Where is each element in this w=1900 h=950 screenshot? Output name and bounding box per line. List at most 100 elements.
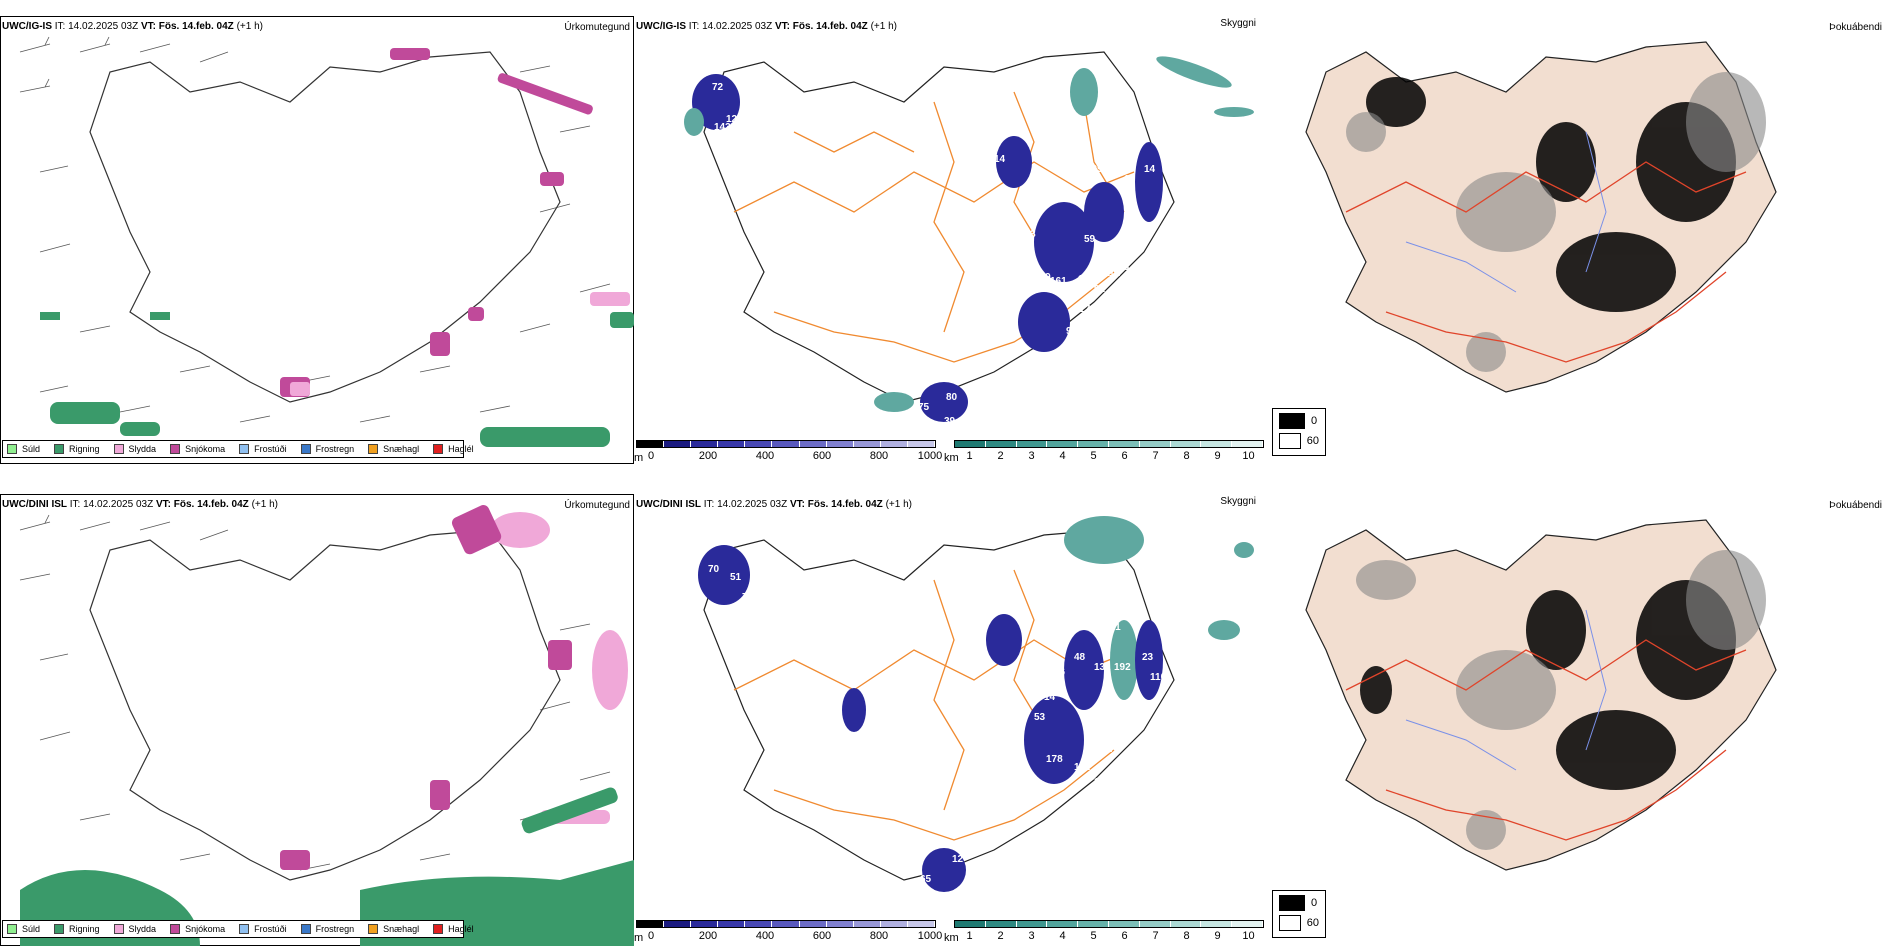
colorbar-segment <box>745 921 773 927</box>
vis-unit: km <box>944 932 959 944</box>
colorbar-tick: 400 <box>755 930 775 942</box>
fog-legend-item: 0 <box>1279 895 1319 911</box>
colorbar-tick: 1 <box>966 450 973 462</box>
colorbar-tick: 0 <box>647 450 655 462</box>
legend-item: Frostúði <box>239 924 287 934</box>
ceiling-label: 72 <box>712 82 724 93</box>
legend-item: Slydda <box>113 924 156 934</box>
colorbar-tick: 5 <box>1090 930 1097 942</box>
fog-legend-item: 60 <box>1279 433 1319 449</box>
colorbar-segment <box>907 921 936 927</box>
ceiling-label: 161 <box>1050 276 1067 287</box>
fog-map <box>1305 41 1777 393</box>
ceiling-label: 112 <box>1104 268 1121 279</box>
colorbar-segment <box>637 441 665 447</box>
legend-item: Haglél <box>433 924 474 934</box>
colorbar-tick: 600 <box>812 450 832 462</box>
legend-item: Snjókoma <box>170 444 225 454</box>
legend-item: Rigning <box>54 924 100 934</box>
ceiling-label: 12 <box>952 854 964 865</box>
legend-swatch <box>113 444 124 454</box>
colorbar-segment <box>1170 921 1202 927</box>
panel-title: Þokuábendi <box>1829 22 1882 33</box>
colorbar-segment <box>955 921 986 927</box>
panel-title: Þokuábendi <box>1829 500 1882 511</box>
fog-swatch <box>1279 895 1305 911</box>
legend-swatch <box>7 924 17 934</box>
colorbar-tick: 6 <box>1121 450 1128 462</box>
height-colorbar: 0 200 400 600 800 1000 <box>636 440 942 462</box>
ceiling-label: 192 <box>1114 662 1131 673</box>
legend-swatch <box>170 444 181 454</box>
colorbar-segment <box>637 921 665 927</box>
iceland-outline <box>89 529 561 881</box>
fog-legend: 0 60 <box>1272 890 1326 938</box>
ceiling-label: 92 <box>1094 284 1106 295</box>
colorbar-tick: 600 <box>812 930 832 942</box>
fog-legend-item: 60 <box>1279 915 1319 931</box>
panel-title: Úrkomutegund <box>564 22 630 33</box>
panel-title: Úrkomutegund <box>564 500 630 511</box>
ceiling-label: 14 <box>994 154 1006 165</box>
legend-item: Rigning <box>54 444 100 454</box>
fog-dense <box>1360 580 1736 790</box>
legend-item: Súld <box>7 444 40 454</box>
ceiling-label: 139 <box>1034 272 1051 283</box>
colorbar-segment <box>718 921 746 927</box>
iceland-outline <box>89 51 561 403</box>
ceiling-label: 12 <box>1074 144 1086 155</box>
colorbar-segment <box>772 921 800 927</box>
colorbar-segment <box>1139 441 1171 447</box>
ceiling-label: 53 <box>1034 712 1046 723</box>
fog-roads <box>1345 161 1747 363</box>
ceiling-label: 70 <box>708 564 720 575</box>
legend-item: Súld <box>7 924 40 934</box>
ceiling-label: 102 <box>1094 777 1111 788</box>
low-ceiling-areas <box>698 545 1163 892</box>
vis-unit: km <box>944 452 959 464</box>
cloud-panel-row2: UWC/DINI ISL IT: 14.02.2025 03Z VT: Fös.… <box>634 490 1266 946</box>
colorbar-segment <box>718 441 746 447</box>
legend-swatch <box>433 924 444 934</box>
ceiling-label: 14 <box>1044 692 1056 703</box>
panel-title: Skyggni <box>1220 18 1256 29</box>
colorbar-segment <box>880 441 908 447</box>
colorbar-tick: 2 <box>997 930 1004 942</box>
ceiling-label: 48 <box>1104 244 1116 255</box>
ceiling-label: 59 <box>1084 234 1096 245</box>
snow-areas <box>280 48 593 397</box>
fog-panel-row1: Þokuábendi 0 60 <box>1266 12 1900 464</box>
colorbar-segment <box>691 921 719 927</box>
colorbar-segment <box>907 441 936 447</box>
precip-panel-row1: UWC/IG-IS IT: 14.02.2025 03Z VT: Fös. 14… <box>0 12 634 464</box>
ceiling-label: 39 <box>944 416 956 427</box>
colorbar-segment <box>985 921 1017 927</box>
precip-legend: Súld Rigning Slydda Snjókoma Frostúði Fr… <box>2 440 474 458</box>
colorbar-tick: 3 <box>1028 930 1035 942</box>
colorbar-segment <box>955 441 986 447</box>
ceiling-label: 129 <box>1086 164 1103 175</box>
legend-item: Frostúði <box>239 444 287 454</box>
vis-colorbar: 1 2 3 4 5 6 7 8 9 10 <box>954 440 1264 462</box>
colorbar-segment <box>1047 921 1079 927</box>
ceiling-label: 10 <box>1124 174 1136 185</box>
colorbar-segment <box>1232 441 1263 447</box>
colorbar-segment <box>985 441 1017 447</box>
colorbar-tick: 400 <box>755 450 775 462</box>
legend-item: Snæhagl <box>368 444 419 454</box>
ceiling-label: 91 <box>1066 326 1078 337</box>
colorbar-segment <box>1078 921 1109 927</box>
colorbar-segment <box>1139 921 1171 927</box>
colorbar-tick: 4 <box>1059 930 1066 942</box>
fog-panel-row2: Þokuábendi 0 60 <box>1266 490 1900 946</box>
colorbar-tick: 9 <box>1214 930 1221 942</box>
colorbar-tick: 8 <box>1183 450 1190 462</box>
legend-item: Slydda <box>113 444 156 454</box>
legend-item: Frostregn <box>300 924 354 934</box>
colorbar-segment <box>1047 441 1079 447</box>
fog-legend-item: 0 <box>1279 413 1319 429</box>
ceiling-label: 112 <box>1074 762 1091 773</box>
